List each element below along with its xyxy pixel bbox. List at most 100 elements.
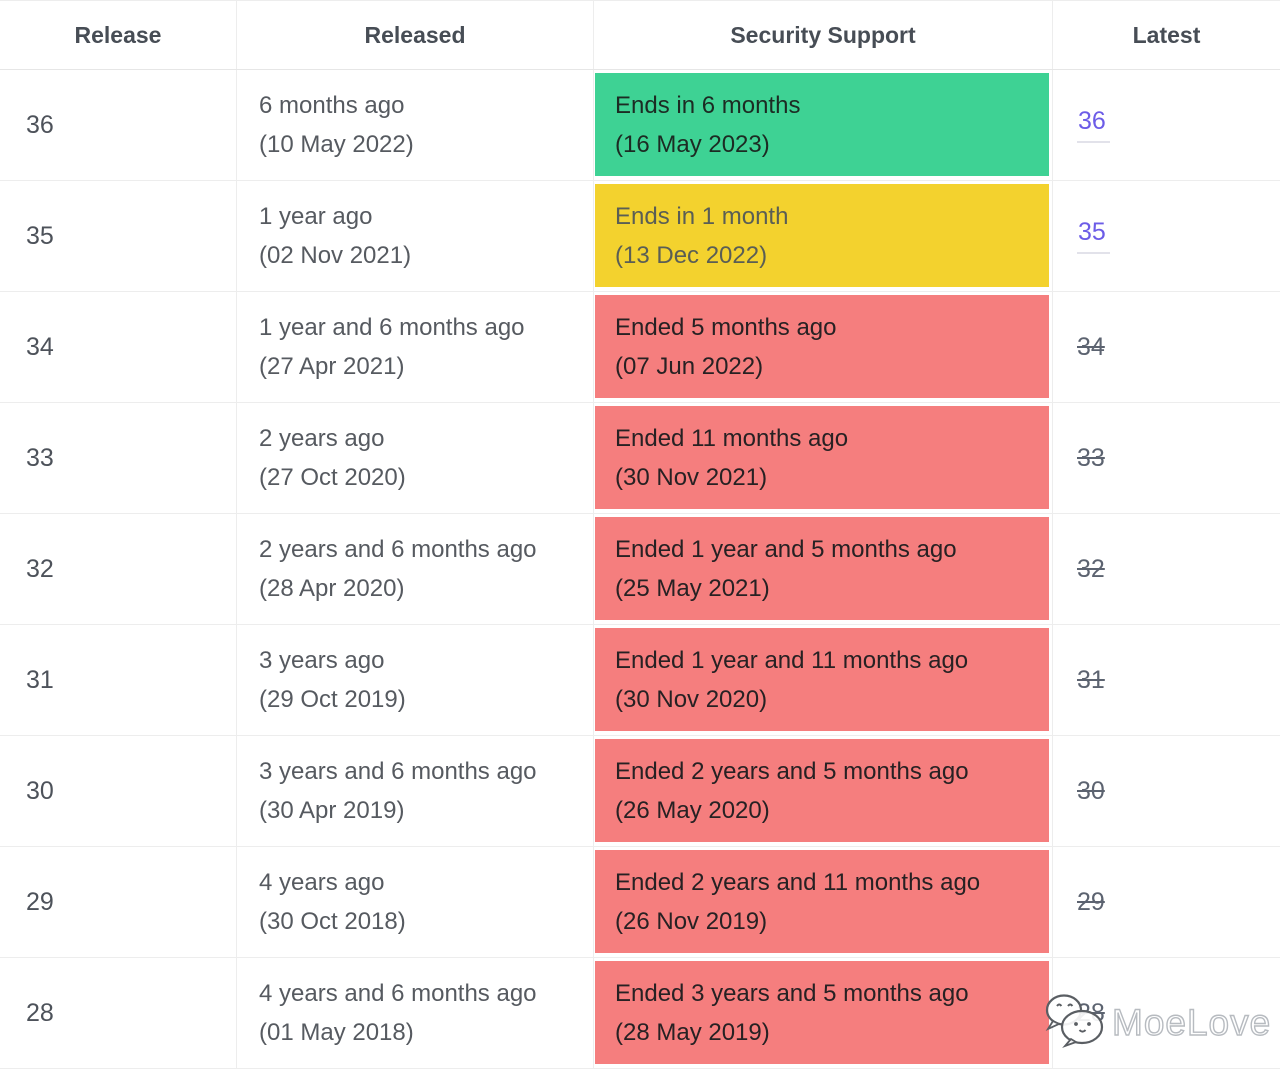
release-cell: 32: [0, 514, 236, 625]
latest-cell: 32: [1052, 514, 1280, 625]
latest-cell: 30: [1052, 736, 1280, 847]
released-cell: 6 months ago (10 May 2022): [236, 70, 593, 181]
released-relative: 4 years ago: [259, 869, 385, 896]
security-support-badge: Ended 1 year and 11 months ago (30 Nov 2…: [595, 628, 1049, 731]
released-cell: 2 years ago (27 Oct 2020): [236, 403, 593, 514]
table-row: 28 4 years and 6 months ago (01 May 2018…: [0, 958, 1280, 1069]
released-date: (29 Oct 2019): [259, 686, 406, 713]
table-row: 32 2 years and 6 months ago (28 Apr 2020…: [0, 514, 1280, 625]
release-cell: 30: [0, 736, 236, 847]
support-date: (30 Nov 2021): [615, 463, 768, 491]
table-row: 30 3 years and 6 months ago (30 Apr 2019…: [0, 736, 1280, 847]
released-relative: 2 years and 6 months ago: [259, 536, 537, 563]
released-date: (27 Apr 2021): [259, 353, 405, 380]
security-support-badge: Ended 2 years and 11 months ago (26 Nov …: [595, 850, 1049, 953]
release-cell: 34: [0, 292, 236, 403]
released-date: (01 May 2018): [259, 1019, 414, 1046]
release-number: 33: [26, 443, 54, 472]
security-support-cell: Ends in 1 month (13 Dec 2022): [593, 181, 1052, 292]
released-relative: 3 years and 6 months ago: [259, 758, 537, 785]
release-cell: 28: [0, 958, 236, 1069]
security-support-cell: Ended 2 years and 11 months ago (26 Nov …: [593, 847, 1052, 958]
release-number: 31: [26, 665, 54, 694]
support-date: (25 May 2021): [615, 574, 770, 602]
table-row: 34 1 year and 6 months ago (27 Apr 2021)…: [0, 292, 1280, 403]
released-date: (27 Oct 2020): [259, 464, 406, 491]
release-number: 36: [26, 110, 54, 139]
table-body: 36 6 months ago (10 May 2022) Ends in 6 …: [0, 70, 1280, 1069]
released-cell: 2 years and 6 months ago (28 Apr 2020): [236, 514, 593, 625]
latest-cell: 36: [1052, 70, 1280, 181]
released-cell: 4 years ago (30 Oct 2018): [236, 847, 593, 958]
latest-version-link[interactable]: 35: [1077, 218, 1110, 254]
latest-version-ended: 28: [1077, 998, 1105, 1027]
table-row: 33 2 years ago (27 Oct 2020) Ended 11 mo…: [0, 403, 1280, 514]
support-relative: Ended 1 year and 11 months ago: [615, 646, 969, 674]
table-row: 29 4 years ago (30 Oct 2018) Ended 2 yea…: [0, 847, 1280, 958]
security-support-badge: Ended 1 year and 5 months ago (25 May 20…: [595, 517, 1049, 620]
latest-cell: 33: [1052, 403, 1280, 514]
security-support-badge: Ended 11 months ago (30 Nov 2021): [595, 406, 1049, 509]
release-number: 28: [26, 998, 54, 1027]
released-date: (28 Apr 2020): [259, 575, 405, 602]
security-support-badge: Ends in 1 month (13 Dec 2022): [595, 184, 1049, 287]
released-relative: 2 years ago: [259, 425, 385, 452]
latest-version-ended: 29: [1077, 887, 1105, 916]
release-number: 29: [26, 887, 54, 916]
support-date: (16 May 2023): [615, 130, 770, 158]
security-support-cell: Ended 3 years and 5 months ago (28 May 2…: [593, 958, 1052, 1069]
released-date: (10 May 2022): [259, 131, 414, 158]
release-cell: 29: [0, 847, 236, 958]
support-date: (26 Nov 2019): [615, 907, 768, 935]
released-cell: 3 years ago (29 Oct 2019): [236, 625, 593, 736]
release-number: 34: [26, 332, 54, 361]
release-number: 30: [26, 776, 54, 805]
released-date: (30 Apr 2019): [259, 797, 405, 824]
header-security-support: Security Support: [593, 1, 1052, 69]
support-date: (26 May 2020): [615, 796, 770, 824]
released-date: (02 Nov 2021): [259, 242, 412, 269]
released-relative: 1 year ago: [259, 203, 373, 230]
support-date: (30 Nov 2020): [615, 685, 768, 713]
support-relative: Ended 1 year and 5 months ago: [615, 535, 957, 563]
security-support-badge: Ends in 6 months (16 May 2023): [595, 73, 1049, 176]
latest-cell: 31: [1052, 625, 1280, 736]
support-relative: Ends in 6 months: [615, 91, 801, 119]
latest-version-ended: 32: [1077, 554, 1105, 583]
support-date: (07 Jun 2022): [615, 352, 764, 380]
latest-version-ended: 31: [1077, 665, 1105, 694]
header-latest: Latest: [1052, 1, 1280, 69]
security-support-cell: Ended 1 year and 5 months ago (25 May 20…: [593, 514, 1052, 625]
release-cell: 35: [0, 181, 236, 292]
security-support-badge: Ended 3 years and 5 months ago (28 May 2…: [595, 961, 1049, 1064]
release-cell: 36: [0, 70, 236, 181]
table-header-row: Release Released Security Support Latest: [0, 1, 1280, 70]
support-date: (13 Dec 2022): [615, 241, 768, 269]
support-relative: Ended 5 months ago: [615, 313, 837, 341]
released-relative: 4 years and 6 months ago: [259, 980, 537, 1007]
table-row: 31 3 years ago (29 Oct 2019) Ended 1 yea…: [0, 625, 1280, 736]
latest-version-link[interactable]: 36: [1077, 107, 1110, 143]
security-support-badge: Ended 5 months ago (07 Jun 2022): [595, 295, 1049, 398]
latest-cell: 29: [1052, 847, 1280, 958]
released-relative: 3 years ago: [259, 647, 385, 674]
released-date: (30 Oct 2018): [259, 908, 406, 935]
support-relative: Ended 3 years and 5 months ago: [615, 979, 969, 1007]
table-row: 36 6 months ago (10 May 2022) Ends in 6 …: [0, 70, 1280, 181]
released-cell: 4 years and 6 months ago (01 May 2018): [236, 958, 593, 1069]
latest-cell: 35: [1052, 181, 1280, 292]
released-relative: 1 year and 6 months ago: [259, 314, 525, 341]
released-cell: 1 year and 6 months ago (27 Apr 2021): [236, 292, 593, 403]
support-relative: Ended 2 years and 5 months ago: [615, 757, 969, 785]
header-released: Released: [236, 1, 593, 69]
support-relative: Ended 2 years and 11 months ago: [615, 868, 981, 896]
released-cell: 3 years and 6 months ago (30 Apr 2019): [236, 736, 593, 847]
security-support-cell: Ended 5 months ago (07 Jun 2022): [593, 292, 1052, 403]
release-cell: 33: [0, 403, 236, 514]
support-date: (28 May 2019): [615, 1018, 770, 1046]
latest-version-ended: 33: [1077, 443, 1105, 472]
release-number: 35: [26, 221, 54, 250]
support-relative: Ends in 1 month: [615, 202, 789, 230]
release-cell: 31: [0, 625, 236, 736]
